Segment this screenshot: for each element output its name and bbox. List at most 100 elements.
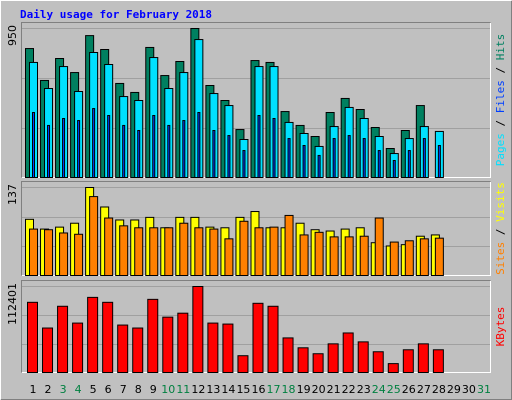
- chart-title: Daily usage for February 2018: [20, 8, 212, 21]
- bar: [272, 118, 276, 178]
- bar: [77, 120, 81, 179]
- x-tick-label: 23: [357, 383, 371, 396]
- bar: [377, 150, 381, 178]
- x-tick-label: 7: [120, 383, 127, 396]
- legend-separator: /: [494, 60, 507, 80]
- x-tick-label: 10: [161, 383, 175, 396]
- bar: [239, 220, 249, 276]
- bar: [432, 349, 444, 373]
- legend-entry: KBytes: [494, 307, 507, 347]
- bar: [194, 227, 204, 277]
- x-tick-label: 11: [176, 383, 190, 396]
- x-tick-label: 18: [282, 383, 296, 396]
- x-tick-label: 17: [267, 383, 281, 396]
- bar: [254, 227, 264, 277]
- x-tick-label: 21: [327, 383, 341, 396]
- bar: [87, 296, 99, 373]
- bar: [437, 145, 441, 178]
- bar: [312, 353, 324, 373]
- x-tick-label: 16: [251, 383, 265, 396]
- x-tick-label: 28: [432, 383, 446, 396]
- bar: [134, 227, 144, 277]
- bar: [47, 124, 51, 178]
- bar: [242, 150, 246, 178]
- bar: [417, 343, 429, 374]
- bar: [57, 305, 69, 373]
- bar: [344, 236, 354, 277]
- x-tick-label: 24: [372, 383, 386, 396]
- x-tick-label: 3: [60, 383, 67, 396]
- x-tick-label: 30: [462, 383, 476, 396]
- bar: [302, 145, 306, 178]
- bar: [89, 196, 99, 276]
- x-tick-label: 1: [30, 383, 37, 396]
- bar: [372, 351, 384, 373]
- bar: [102, 301, 114, 373]
- bar: [207, 322, 219, 374]
- x-tick-label: 19: [297, 383, 311, 396]
- legend: Sites / Visits: [494, 182, 507, 275]
- x-tick-label: 4: [75, 383, 82, 396]
- bar: [402, 349, 414, 373]
- bar: [284, 214, 294, 277]
- bar: [362, 138, 366, 178]
- bar: [74, 233, 84, 277]
- bar: [299, 234, 309, 276]
- bar: [269, 226, 279, 276]
- bar: [434, 237, 444, 277]
- x-tick-label: 22: [342, 383, 356, 396]
- x-tick-label: 9: [150, 383, 157, 396]
- legend-separator: /: [494, 113, 507, 133]
- y-tick-label: 950: [6, 25, 19, 46]
- panel-border-dark: [21, 181, 491, 276]
- bar: [212, 130, 216, 178]
- y-tick-label: 137: [6, 184, 19, 205]
- bar: [149, 227, 159, 277]
- bar: [119, 225, 129, 276]
- bar: [404, 240, 414, 276]
- bar: [387, 363, 399, 374]
- bar: [224, 238, 234, 276]
- bar: [179, 222, 189, 276]
- bar: [59, 232, 69, 277]
- bar: [389, 241, 399, 276]
- legend: KBytes: [494, 307, 507, 347]
- x-tick-label: 8: [135, 383, 142, 396]
- x-tick-label: 27: [417, 383, 431, 396]
- legend-separator: /: [494, 222, 507, 242]
- bar: [72, 322, 84, 374]
- legend-entry: Visits: [494, 182, 507, 222]
- bar: [29, 228, 38, 277]
- bar: [162, 316, 174, 374]
- bar: [42, 327, 54, 373]
- bar: [332, 138, 336, 178]
- x-tick-label: 20: [312, 383, 326, 396]
- bar: [252, 302, 264, 374]
- legend-entry: Hits: [494, 34, 507, 61]
- bar: [164, 227, 174, 277]
- legend: Pages / Files / Hits: [494, 34, 507, 167]
- bar: [357, 341, 369, 374]
- bar: [297, 347, 309, 374]
- legend-entry: Sites: [494, 242, 507, 275]
- bar: [132, 327, 144, 373]
- bar: [314, 231, 324, 276]
- bar: [92, 108, 96, 178]
- bar: [209, 228, 219, 277]
- bar: [177, 312, 189, 374]
- bar: [107, 115, 111, 178]
- legend-entry: Files: [494, 80, 507, 113]
- x-tick-label: 29: [447, 383, 461, 396]
- x-tick-label: 5: [90, 383, 97, 396]
- bar: [117, 324, 129, 374]
- bar: [182, 120, 186, 179]
- bar: [197, 112, 201, 178]
- bar: [267, 305, 279, 373]
- bar: [62, 118, 66, 178]
- bar: [167, 124, 171, 178]
- bar: [32, 112, 35, 178]
- bar: [287, 138, 291, 178]
- x-tick-label: 15: [236, 383, 250, 396]
- x-tick-label: 14: [221, 383, 235, 396]
